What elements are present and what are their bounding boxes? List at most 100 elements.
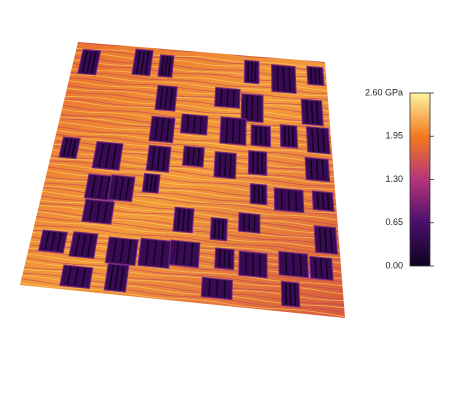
pillar-ridge [318,227,322,252]
pillar-ridge [282,66,285,92]
pillar-ridge [119,266,125,291]
pillar-ridge [295,191,298,211]
pillar-ridge [215,280,219,297]
pillar-ridge [197,148,200,166]
pillar-ridge [126,240,132,264]
pillar-ridge [66,138,73,157]
pillar-ridge [80,234,87,257]
pillar-ridge [293,283,296,306]
pillar-ridge [321,160,325,180]
pillar-ridge [159,86,164,109]
pillar-ridge [74,233,81,256]
ripple [35,220,340,251]
pillar-ridge [326,193,330,210]
colorbar-axis: 0.00 0.65 1.30 1.95 2.60 GPa [365,87,434,270]
pillar-ridge [111,144,118,169]
pillar-ridge [86,51,93,74]
pillar-ridge [156,147,161,171]
pillar-ridge [175,242,179,265]
pillar-ridge [95,201,101,222]
pillar-ridge [310,159,313,179]
pillar-ridge [56,232,62,252]
ripple [64,99,330,125]
pillar-ridge [213,219,217,239]
pillar-ridge [229,154,232,178]
pillar-ridge [151,146,156,170]
pillar-ridge [181,209,186,231]
pillar-ridge [50,232,56,251]
pillar-ridge [186,115,190,133]
ripple [68,80,329,104]
pillar-ridge [288,67,291,92]
pillar-ridge [177,208,181,231]
pillar-ridge [226,89,229,106]
pillar-ridge [152,240,157,266]
pillar-ridge [87,234,93,257]
pillar-ridge [299,254,302,276]
pillar-ridge [208,279,211,297]
pillar-ridge [319,258,323,279]
pillar-ridge [291,127,295,147]
pillar-ridge [71,139,77,158]
pillar-ridge [199,116,203,134]
pillar-ridge [329,228,333,253]
pillar-ridge [316,128,320,152]
pillar-ridge [145,240,150,265]
pillar-ridge [221,219,225,240]
pillar-ridge [289,283,292,305]
pillar-ridge [88,200,94,221]
pillar-ridge [314,68,317,84]
pillar-ridge [218,153,222,177]
pillar-ridge [97,176,104,199]
ripple [66,87,329,112]
pillar-ridge [81,268,87,287]
pillar-ridge [160,56,165,76]
pillar-ridge [217,219,221,239]
ripple [57,126,333,153]
pillar-ridge [305,100,309,124]
pillar-ridge [225,118,229,143]
pillar-ridge [119,177,124,200]
pillar-ridge [105,177,111,199]
pillar-ridge [315,159,319,180]
pillar-ridge [160,118,165,141]
pillar-ridge [283,126,286,146]
pillar-ridge [44,231,50,251]
pillar-ridge [66,266,72,286]
pillar-ridge [192,148,195,165]
pillar-ridge [321,193,325,210]
pillar-ridge [220,89,223,106]
pillar-ridge [190,243,194,266]
pillar-ridge [316,192,320,209]
surface [20,42,345,318]
colorbar-tick-label: 0.65 [385,217,403,227]
pillar-ridge [223,280,226,298]
pillar-ridge [310,67,313,84]
pillar-ridge [324,227,328,253]
pillar-ridge [169,87,174,110]
surface-pattern [20,42,345,317]
ripple [48,163,336,191]
pillar-ridge [90,175,97,198]
pillar-ridge [192,116,196,133]
pillar-ridge [74,267,79,286]
pillar-ridge [119,239,125,263]
pillar-ridge [311,128,315,152]
colorbar-tick-label: 1.95 [385,131,403,141]
pillar-ridge [164,87,169,110]
pillar-ridge [284,282,287,305]
pillar-ridge [98,143,105,168]
ripple [55,134,333,161]
pillar-ridge [287,190,290,210]
pillar-ridge [167,56,172,76]
ripple [76,48,326,70]
colorbar-tick-label: 2.60 GPa [365,87,403,97]
pillar-ridge [310,101,314,124]
pillar-ridge [285,253,288,275]
colorbar-tick-label: 1.30 [385,174,403,184]
pillar-ridge [153,175,157,192]
pillar-ridge [114,265,120,290]
ripple [70,74,328,97]
ripple [69,77,328,100]
